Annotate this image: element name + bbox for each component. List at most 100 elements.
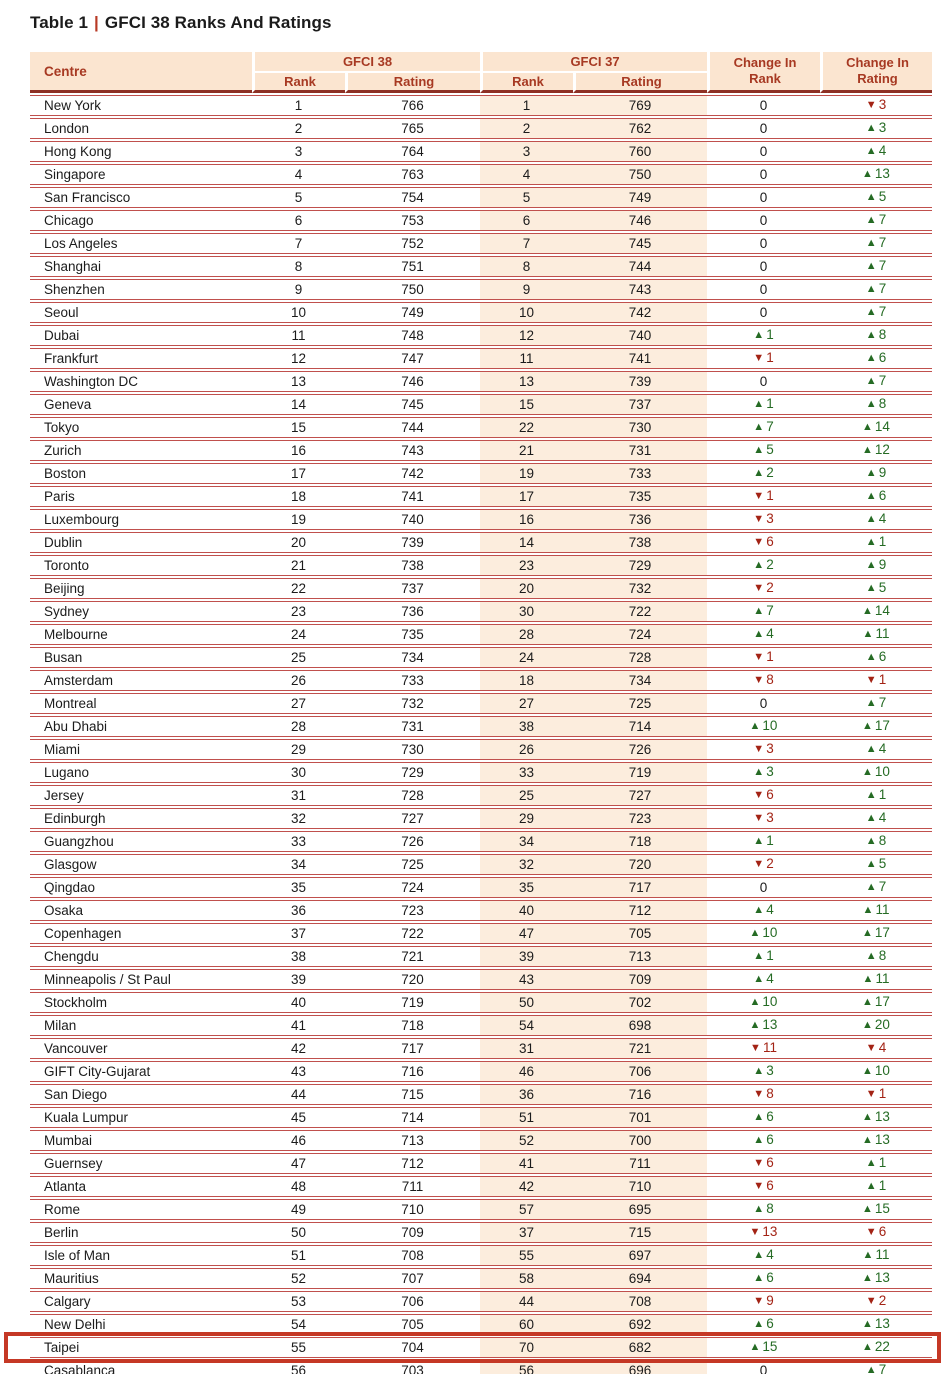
centre-cell: Frankfurt xyxy=(30,348,252,369)
gfci38-rank-cell: 50 xyxy=(252,1222,345,1243)
gfci37-rating-cell: 746 xyxy=(573,210,707,231)
gfci38-rank-cell: 21 xyxy=(252,555,345,576)
change-in-rating-cell: ▲ 7 xyxy=(820,279,932,300)
gfci37-rating-cell: 762 xyxy=(573,118,707,139)
change-in-rank-cell: ▲ 6 xyxy=(707,1314,820,1335)
gfci37-rating-cell: 760 xyxy=(573,141,707,162)
change-in-rank-cell: ▲ 4 xyxy=(707,969,820,990)
centre-cell: Beijing xyxy=(30,578,252,599)
gfci38-rank-cell: 18 xyxy=(252,486,345,507)
centre-cell: London xyxy=(30,118,252,139)
gfci37-rating-cell: 695 xyxy=(573,1199,707,1220)
centre-cell: GIFT City-Gujarat xyxy=(30,1061,252,1082)
gfci38-rating-cell: 728 xyxy=(345,785,480,806)
down-triangle-icon: ▼ xyxy=(753,1157,765,1169)
gfci38-rank-cell: 42 xyxy=(252,1038,345,1059)
change-in-rating-cell: ▲ 8 xyxy=(820,394,932,415)
gfci38-rank-cell: 48 xyxy=(252,1176,345,1197)
gfci38-rating-cell: 741 xyxy=(345,486,480,507)
up-triangle-icon: ▲ xyxy=(753,605,765,617)
table-row: Busan 25 734 24 728 ▼ 1 ▲ 6 xyxy=(30,647,932,668)
change-in-rank-cell: ▼ 9 xyxy=(707,1291,820,1312)
gfci38-rank-cell: 56 xyxy=(252,1360,345,1374)
gfci37-rating-cell: 735 xyxy=(573,486,707,507)
up-triangle-icon: ▲ xyxy=(862,996,873,1008)
change-in-rating-cell: ▲ 13 xyxy=(820,1268,932,1289)
change-in-rank-cell: ▼ 1 xyxy=(707,486,820,507)
gfci38-rating-cell: 765 xyxy=(345,118,480,139)
gfci37-rank-cell: 20 xyxy=(480,578,573,599)
gfci38-rating-cell: 707 xyxy=(345,1268,480,1289)
gfci38-rank-cell: 47 xyxy=(252,1153,345,1174)
change-in-rank-cell: ▼ 2 xyxy=(707,578,820,599)
up-triangle-icon: ▲ xyxy=(865,1180,877,1192)
gfci38-rank-cell: 24 xyxy=(252,624,345,645)
gfci38-rank-cell: 32 xyxy=(252,808,345,829)
up-triangle-icon: ▲ xyxy=(753,950,765,962)
table-row: Dublin 20 739 14 738 ▼ 6 ▲ 1 xyxy=(30,532,932,553)
centre-cell: Minneapolis / St Paul xyxy=(30,969,252,990)
change-in-rating-cell: ▲ 13 xyxy=(820,1130,932,1151)
up-triangle-icon: ▲ xyxy=(865,260,877,272)
change-in-rating-cell: ▼ 4 xyxy=(820,1038,932,1059)
gfci37-rank-cell: 47 xyxy=(480,923,573,944)
gfci38-rating-cell: 746 xyxy=(345,371,480,392)
gfci37-rating-cell: 741 xyxy=(573,348,707,369)
gfci37-rating-cell: 728 xyxy=(573,647,707,668)
header-row-sub: Rank Rating Rank Rating xyxy=(30,73,932,93)
gfci37-rating-cell: 737 xyxy=(573,394,707,415)
gfci37-rank-cell: 30 xyxy=(480,601,573,622)
table-row: Hong Kong 3 764 3 760 0 ▲ 4 xyxy=(30,141,932,162)
gfci37-rating-cell: 706 xyxy=(573,1061,707,1082)
gfci38-rating-cell: 716 xyxy=(345,1061,480,1082)
change-in-rating-cell: ▲ 13 xyxy=(820,1314,932,1335)
change-in-rating-cell: ▲ 10 xyxy=(820,762,932,783)
change-in-rank-cell: ▲ 7 xyxy=(707,601,820,622)
up-triangle-icon: ▲ xyxy=(865,559,877,571)
table-body: New York 1 766 1 769 0 ▼ 3 London 2 765 2 762 0 ▲ 3 Hong… xyxy=(30,95,932,1374)
down-triangle-icon: ▼ xyxy=(749,1226,761,1238)
centre-cell: Vancouver xyxy=(30,1038,252,1059)
gfci37-rank-cell: 39 xyxy=(480,946,573,967)
gfci37-rating-cell: 744 xyxy=(573,256,707,277)
gfci38-rank-cell: 46 xyxy=(252,1130,345,1151)
table-row: GIFT City-Gujarat 43 716 46 706 ▲ 3 ▲ 10 xyxy=(30,1061,932,1082)
gfci38-rating-cell: 727 xyxy=(345,808,480,829)
gfci38-rank-cell: 44 xyxy=(252,1084,345,1105)
change-in-rank-cell: ▲ 10 xyxy=(707,992,820,1013)
change-in-rank-cell: 0 xyxy=(707,95,820,116)
centre-cell: Washington DC xyxy=(30,371,252,392)
gfci37-rating-cell: 702 xyxy=(573,992,707,1013)
gfci38-rank-cell: 23 xyxy=(252,601,345,622)
gfci38-rating-cell: 718 xyxy=(345,1015,480,1036)
up-triangle-icon: ▲ xyxy=(862,766,873,778)
title-prefix: Table 1 xyxy=(30,13,89,32)
gfci37-rating-cell: 716 xyxy=(573,1084,707,1105)
col-header-gfci38-rank: Rank xyxy=(252,73,345,93)
down-triangle-icon: ▼ xyxy=(865,674,877,686)
gfci37-rating-cell: 698 xyxy=(573,1015,707,1036)
change-in-rank-cell: 0 xyxy=(707,279,820,300)
gfci38-rank-cell: 9 xyxy=(252,279,345,300)
gfci37-rating-cell: 697 xyxy=(573,1245,707,1266)
up-triangle-icon: ▲ xyxy=(862,1134,873,1146)
col-header-gfci38-rating: Rating xyxy=(345,73,480,93)
down-triangle-icon: ▼ xyxy=(753,352,765,364)
table-row: Abu Dhabi 28 731 38 714 ▲ 10 ▲ 17 xyxy=(30,716,932,737)
gfci38-rating-cell: 723 xyxy=(345,900,480,921)
down-triangle-icon: ▼ xyxy=(753,582,765,594)
down-triangle-icon: ▼ xyxy=(865,1042,877,1054)
gfci37-rating-cell: 714 xyxy=(573,716,707,737)
table-row: Sydney 23 736 30 722 ▲ 7 ▲ 14 xyxy=(30,601,932,622)
gfci37-rating-cell: 740 xyxy=(573,325,707,346)
gfci38-rating-cell: 719 xyxy=(345,992,480,1013)
gfci37-rank-cell: 10 xyxy=(480,302,573,323)
change-in-rank-cell: ▲ 8 xyxy=(707,1199,820,1220)
rating-label: Rating xyxy=(857,71,898,86)
gfci38-rank-cell: 33 xyxy=(252,831,345,852)
centre-cell: Lugano xyxy=(30,762,252,783)
up-triangle-icon: ▲ xyxy=(865,835,877,847)
gfci37-rank-cell: 70 xyxy=(480,1337,573,1358)
gfci37-rating-cell: 711 xyxy=(573,1153,707,1174)
centre-cell: Toronto xyxy=(30,555,252,576)
